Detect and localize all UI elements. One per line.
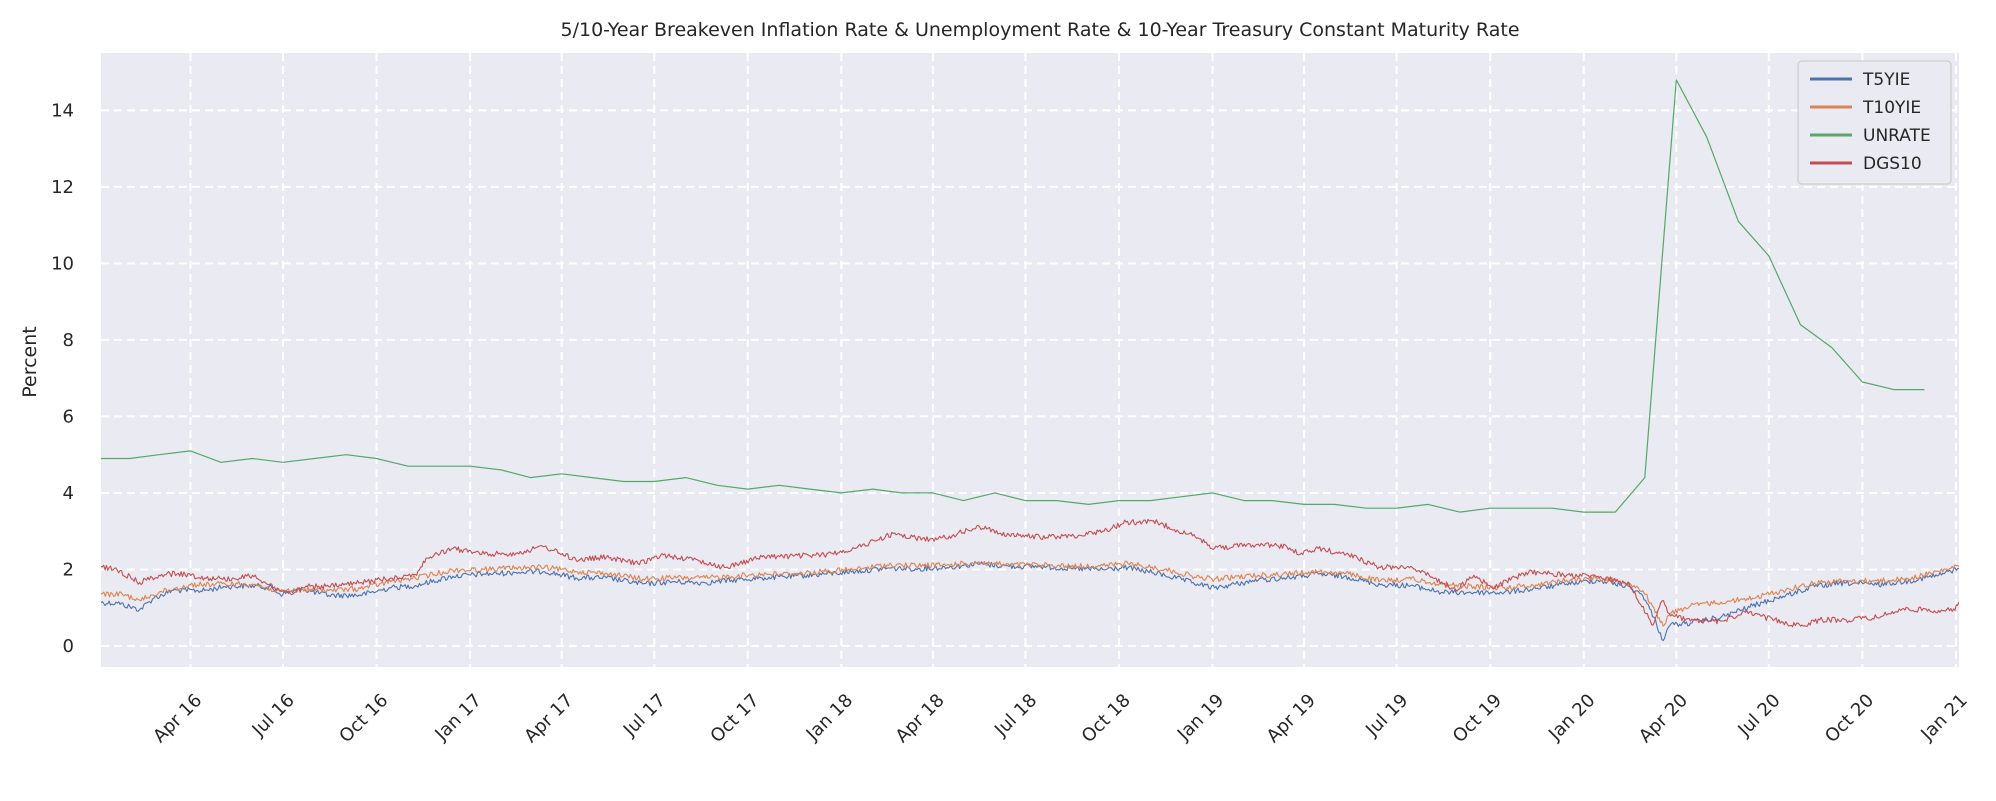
series-line-t10yie (101, 560, 1959, 627)
y-tick-label: 8 (63, 330, 74, 351)
x-tick-label: Jan 18 (802, 690, 857, 745)
x-tick-label: Jul 18 (990, 690, 1041, 741)
x-tick-label: Apr 17 (520, 690, 577, 747)
x-tick-label: Oct 18 (1078, 690, 1135, 747)
legend-label-t5yie: T5YIE (1862, 70, 1910, 90)
x-tick-label: Apr 16 (149, 690, 206, 747)
y-tick-label: 4 (63, 483, 74, 504)
y-tick-label: 6 (63, 406, 74, 427)
legend-label-t10yie: T10YIE (1862, 98, 1921, 118)
y-tick-label: 2 (63, 559, 74, 580)
y-tick-label: 14 (51, 100, 74, 121)
plot-area (101, 53, 1959, 667)
legend-label-unrate: UNRATE (1863, 126, 1931, 146)
x-tick-label: Jan 19 (1173, 690, 1228, 745)
x-tick-label: Apr 19 (1263, 690, 1320, 747)
x-tick-label: Jul 19 (1361, 690, 1412, 741)
x-tick-label: Oct 16 (335, 690, 392, 747)
y-tick-labels: 0 2 4 6 8 10 12 14 (51, 100, 74, 657)
x-tick-label: Apr 20 (1635, 690, 1692, 747)
y-axis-label: Percent (19, 326, 41, 398)
legend-label-dgs10: DGS10 (1863, 154, 1922, 174)
x-tick-label: Jul 16 (248, 690, 299, 741)
x-tick-label: Oct 19 (1449, 690, 1506, 747)
x-tick-label: Jan 17 (431, 690, 486, 745)
x-tick-label: Oct 17 (706, 690, 763, 747)
x-tick-label: Oct 20 (1821, 690, 1878, 747)
x-tick-labels: Apr 16 Jul 16 Oct 16 Jan 17 Apr 17 Jul 17 Oct … (149, 690, 1972, 747)
series-line-unrate (101, 79, 1925, 513)
x-tick-label: Apr 18 (892, 690, 949, 747)
y-tick-label: 0 (63, 636, 74, 657)
y-tick-label: 12 (51, 177, 74, 198)
x-tick-label: Jan 20 (1544, 690, 1599, 745)
x-tick-label: Jul 20 (1733, 690, 1784, 741)
legend: T5YIE T10YIE UNRATE DGS10 (1797, 60, 1952, 185)
grid-layer (101, 53, 1959, 667)
series-line-t5yie (101, 561, 1959, 642)
x-tick-label: Jan 21 (1916, 690, 1971, 745)
legend-items: T5YIE T10YIE UNRATE DGS10 (1810, 70, 1931, 174)
x-tick-label: Jul 17 (619, 690, 670, 741)
chart-title: 5/10-Year Breakeven Inflation Rate & Une… (560, 19, 1519, 41)
series-layer (101, 79, 1959, 642)
legend-box (1797, 60, 1952, 185)
y-tick-label: 10 (51, 253, 74, 274)
series-line-dgs10 (101, 518, 1959, 628)
